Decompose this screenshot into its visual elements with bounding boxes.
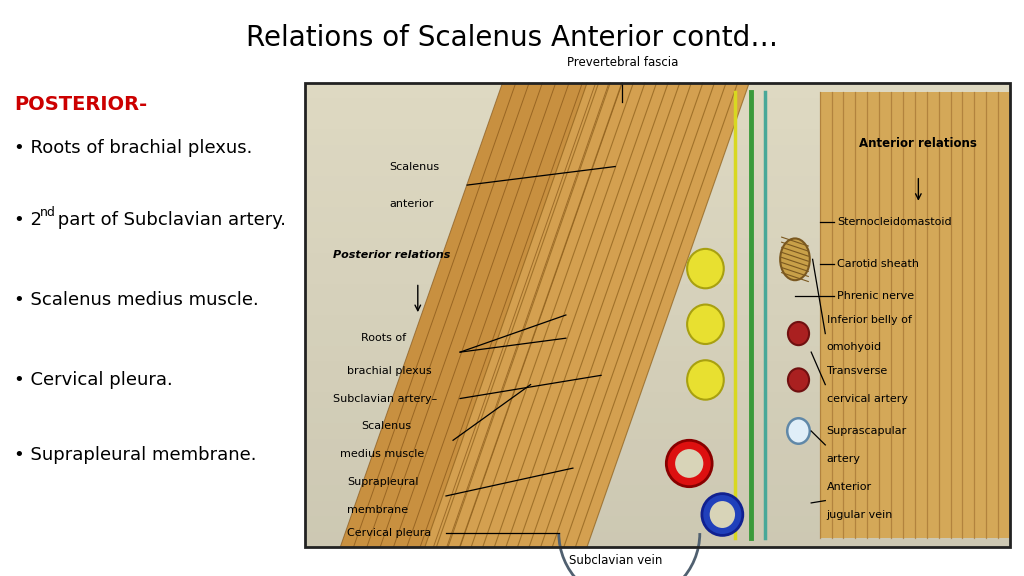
Ellipse shape: [787, 418, 810, 444]
Bar: [305, 191, 1010, 207]
Text: Inferior belly of: Inferior belly of: [826, 314, 911, 325]
Bar: [305, 532, 1010, 547]
Text: Posterior relations: Posterior relations: [333, 249, 451, 260]
Ellipse shape: [667, 440, 712, 487]
Bar: [305, 114, 1010, 130]
Text: Roots of: Roots of: [361, 333, 407, 343]
Bar: [305, 83, 1010, 547]
Text: Suprascapular: Suprascapular: [826, 426, 907, 436]
Text: Carotid sheath: Carotid sheath: [838, 259, 920, 269]
Ellipse shape: [787, 322, 809, 345]
Polygon shape: [340, 83, 623, 547]
Text: nd: nd: [40, 206, 56, 218]
Bar: [305, 469, 1010, 485]
Bar: [305, 207, 1010, 222]
Bar: [305, 300, 1010, 315]
Text: Anterior relations: Anterior relations: [859, 137, 977, 150]
Text: artery: artery: [826, 454, 861, 464]
Bar: [305, 98, 1010, 114]
Text: Scalenus: Scalenus: [389, 161, 439, 172]
Bar: [305, 176, 1010, 191]
Bar: [305, 423, 1010, 439]
Bar: [305, 408, 1010, 423]
Bar: [305, 238, 1010, 253]
Text: • Cervical pleura.: • Cervical pleura.: [14, 371, 173, 389]
Bar: [305, 130, 1010, 145]
Text: jugular vein: jugular vein: [826, 510, 893, 520]
Bar: [305, 83, 1010, 98]
Ellipse shape: [710, 501, 735, 528]
Bar: [305, 516, 1010, 532]
Text: POSTERIOR-: POSTERIOR-: [14, 96, 147, 115]
Text: anterior: anterior: [389, 199, 434, 209]
Bar: [305, 485, 1010, 501]
Text: • 2: • 2: [14, 211, 42, 229]
Bar: [305, 268, 1010, 284]
Text: medius muscle: medius muscle: [340, 449, 425, 459]
Bar: [305, 361, 1010, 377]
Text: Relations of Scalenus Anterior contd…: Relations of Scalenus Anterior contd…: [246, 24, 778, 52]
Bar: [305, 346, 1010, 361]
Bar: [305, 377, 1010, 392]
Bar: [305, 253, 1010, 268]
Text: cervical artery: cervical artery: [826, 393, 907, 404]
Bar: [305, 222, 1010, 238]
Text: membrane: membrane: [347, 505, 409, 515]
Bar: [305, 439, 1010, 454]
Text: Cervical pleura: Cervical pleura: [347, 528, 431, 538]
Ellipse shape: [687, 305, 724, 344]
Bar: [305, 392, 1010, 408]
Bar: [305, 284, 1010, 300]
Text: brachial plexus: brachial plexus: [347, 366, 432, 376]
Text: • Suprapleural membrane.: • Suprapleural membrane.: [14, 446, 256, 464]
Ellipse shape: [780, 238, 810, 280]
Polygon shape: [425, 83, 750, 547]
Text: Scalenus: Scalenus: [361, 422, 412, 431]
Text: Anterior: Anterior: [826, 482, 871, 492]
Text: Subclavian vein: Subclavian vein: [568, 555, 662, 567]
Ellipse shape: [687, 249, 724, 289]
Text: Phrenic nerve: Phrenic nerve: [838, 291, 914, 301]
Text: Suprapleural: Suprapleural: [347, 477, 419, 487]
Text: • Scalenus medius muscle.: • Scalenus medius muscle.: [14, 291, 259, 309]
Bar: [305, 501, 1010, 516]
Text: omohyoid: omohyoid: [826, 343, 882, 353]
Ellipse shape: [701, 494, 742, 536]
Bar: [305, 454, 1010, 469]
Text: Sternocleidomastoid: Sternocleidomastoid: [838, 217, 952, 227]
Ellipse shape: [687, 360, 724, 400]
Bar: [305, 145, 1010, 160]
Text: Transverse: Transverse: [826, 366, 887, 376]
Ellipse shape: [787, 369, 809, 392]
Bar: [305, 315, 1010, 331]
Ellipse shape: [675, 449, 703, 478]
Text: Subclavian artery–: Subclavian artery–: [333, 393, 437, 404]
Text: part of Subclavian artery.: part of Subclavian artery.: [52, 211, 286, 229]
Bar: [305, 331, 1010, 346]
Bar: [305, 160, 1010, 176]
Text: • Roots of brachial plexus.: • Roots of brachial plexus.: [14, 139, 252, 157]
Text: Prevertebral fascia: Prevertebral fascia: [566, 56, 678, 69]
Polygon shape: [819, 92, 1010, 538]
